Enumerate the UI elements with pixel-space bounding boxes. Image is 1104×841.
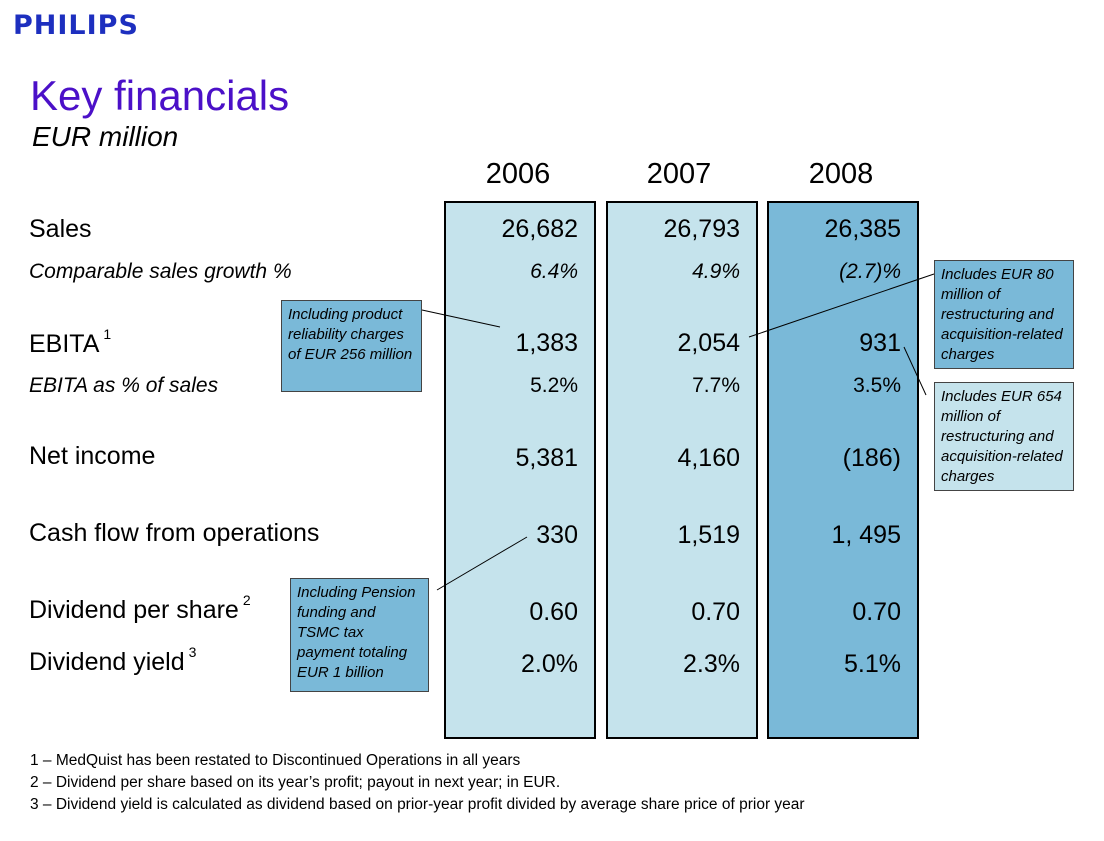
value-ebita-2006: 1,383 [515,329,578,357]
philips-logo: PHILIPS [13,10,139,41]
value-cash-flow-2007: 1,519 [677,521,740,549]
value-cash-flow-2008: 1, 495 [831,521,901,549]
value-comp-growth-2007: 4.9% [692,260,740,283]
page-title: Key financials [30,72,290,119]
value-ebita-pct-2007: 7.7% [692,374,740,397]
row-label-ebita: EBITA 1 [29,326,111,359]
value-sales-2006: 26,682 [501,215,578,243]
dividend-label-text: Dividend per share [29,596,239,624]
connector-cash-2006 [436,536,528,591]
value-net-income-2006: 5,381 [515,444,578,472]
value-yield-2007: 2.3% [683,650,740,678]
row-label-comp-growth: Comparable sales growth % [29,260,292,283]
row-label-net-income: Net income [29,442,156,470]
column-2008-box [767,201,919,739]
value-net-income-2007: 4,160 [677,444,740,472]
value-dividend-2007: 0.70 [691,598,740,626]
connector-ebita-2008 [903,346,927,396]
value-ebita-2007: 2,054 [677,329,740,357]
row-label-ebita-pct: EBITA as % of sales [29,374,219,397]
value-sales-2008: 26,385 [824,215,901,243]
value-sales-2007: 26,793 [663,215,740,243]
note-ebita-2006: Including product reliability charges of… [281,300,422,392]
footnote-ref-2: 2 [242,592,251,608]
footnote-ref-3: 3 [188,644,197,660]
page-subtitle: EUR million [32,121,179,152]
note-ebita-2007: Includes EUR 80 million of restructuring… [934,260,1074,369]
yield-label-text: Dividend yield [29,648,185,676]
row-label-cash-flow: Cash flow from operations [29,519,320,547]
value-ebita-pct-2008: 3.5% [853,374,901,397]
connector-ebita-2007 [748,273,935,338]
row-label-sales: Sales [29,215,92,243]
note-cash-flow-2006: Including Pension funding and TSMC tax p… [290,578,429,692]
value-comp-growth-2006: 6.4% [530,260,578,283]
footnote-3: 3 – Dividend yield is calculated as divi… [30,796,805,813]
column-2007-box [606,201,758,739]
row-label-yield: Dividend yield 3 [29,644,196,677]
value-cash-flow-2006: 330 [536,521,578,549]
footnote-2: 2 – Dividend per share based on its year… [30,774,561,791]
ebita-label-text: EBITA [29,330,100,358]
value-dividend-2008: 0.70 [852,598,901,626]
note-ebita-2008: Includes EUR 654 million of restructurin… [934,382,1074,491]
value-yield-2008: 5.1% [844,650,901,678]
year-header-2008: 2008 [808,158,874,190]
value-yield-2006: 2.0% [521,650,578,678]
value-dividend-2006: 0.60 [529,598,578,626]
value-ebita-pct-2006: 5.2% [530,374,578,397]
footnote-1: 1 – MedQuist has been restated to Discon… [30,752,521,769]
year-header-2006: 2006 [485,158,551,190]
column-2006-box [444,201,596,739]
value-comp-growth-2008: (2.7)% [839,260,901,283]
year-header-2007: 2007 [646,158,712,190]
value-ebita-2008: 931 [859,329,901,357]
connector-ebita-2006 [421,309,501,328]
row-label-dividend: Dividend per share 2 [29,592,251,625]
footnote-ref-1: 1 [103,326,112,342]
value-net-income-2008: (186) [842,444,901,472]
